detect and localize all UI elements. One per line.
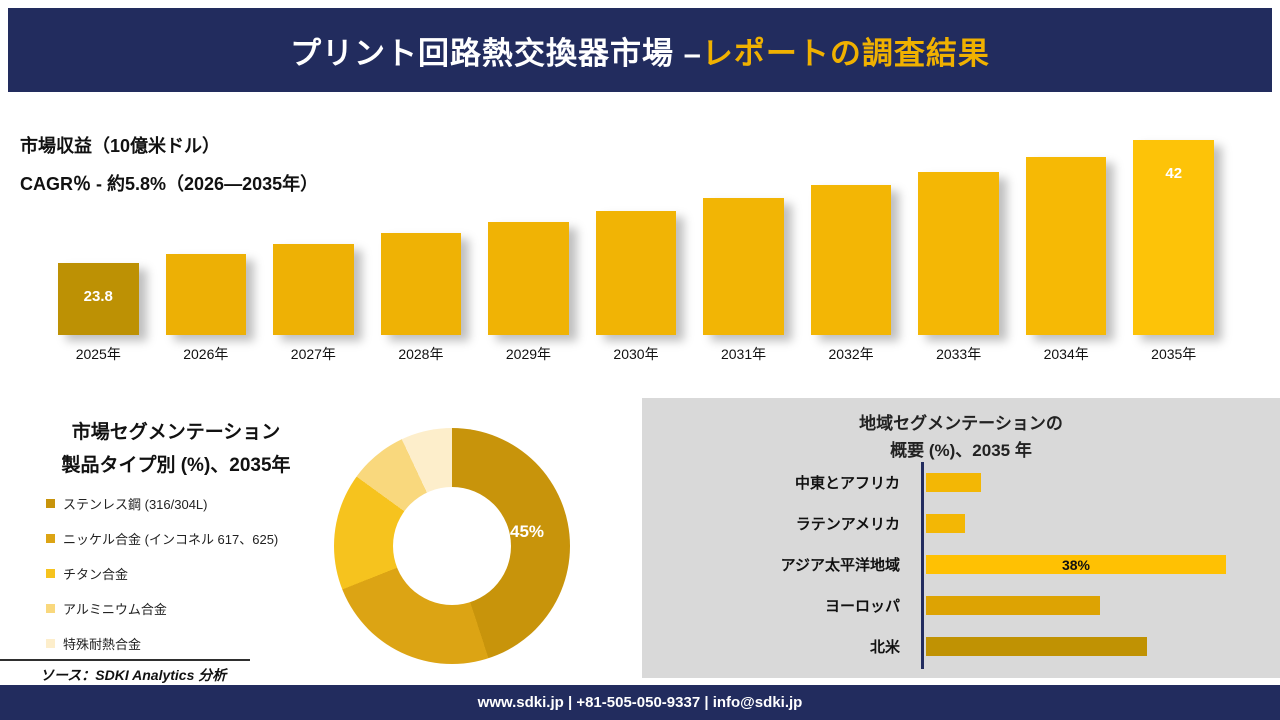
legend-swatch (46, 569, 55, 578)
revenue-year-label: 2030年 (613, 346, 659, 362)
regional-bar-value: 38% (1061, 556, 1091, 573)
revenue-year-label: 2033年 (936, 346, 982, 362)
donut-chart: 45% (334, 428, 570, 664)
revenue-bar (273, 244, 354, 335)
source-note: ソース：SDKI Analytics 分析 (0, 659, 250, 685)
revenue-year-label: 2031年 (720, 346, 767, 362)
legend-swatch (46, 604, 55, 613)
legend-label: アルミニウム合金 (63, 602, 167, 617)
revenue-bar (810, 185, 892, 335)
revenue-bar (595, 211, 677, 335)
segmentation-title: 市場セグメンテーション 製品タイプ別 (%)、2035年 (22, 416, 330, 483)
regional-bar-row: ラテンアメリカ (642, 503, 1264, 544)
revenue-bar (1025, 157, 1107, 335)
legend-label: チタン合金 (63, 567, 129, 582)
regional-bar-row: 北米 (642, 626, 1264, 667)
legend-label: ステンレス鋼 (316/304L) (63, 497, 208, 512)
revenue-bar (703, 198, 784, 335)
revenue-bar-group: 2026年 (165, 254, 247, 364)
regional-category-label: 中東とアフリカ (794, 475, 900, 492)
revenue-bar-value: 23.8 (83, 288, 113, 305)
legend-item: ニッケル合金 (インコネル 617、625) (46, 529, 278, 548)
title-accent: レポートの調査結果 (701, 35, 990, 71)
legend-item: 特殊耐熱合金 (46, 634, 278, 653)
revenue-bar-group: 2027年 (273, 244, 354, 364)
regional-category-label: アジア太平洋地域 (780, 557, 900, 574)
header-banner: プリント回路熱交換器市場 –レポートの調査結果 (8, 8, 1272, 92)
revenue-bar (488, 222, 569, 335)
revenue-year-label: 2027年 (290, 346, 336, 362)
revenue-year-label: 2028年 (398, 346, 444, 362)
page-title: プリント回路熱交換器市場 –レポートの調査結果 (290, 28, 990, 73)
revenue-bar: 42 (1133, 140, 1215, 335)
donut-hole (393, 487, 511, 605)
revenue-metric-label: 市場収益（10億米ドル） (20, 136, 221, 156)
regional-category-label: 北米 (869, 639, 900, 656)
legend-item: チタン合金 (46, 564, 278, 583)
revenue-bar-group: 2033年 (918, 172, 999, 364)
regional-category-label: ヨーロッパ (824, 598, 900, 615)
revenue-year-label: 2026年 (183, 346, 229, 362)
revenue-bar (165, 254, 247, 335)
regional-segmentation-panel: 地域セグメンテーションの 概要 (%)、2035 年 中東とアフリカ ラテンアメリ… (642, 398, 1280, 678)
footer-banner: www.sdki.jp | +81-505-050-9337 | info@sd… (0, 685, 1280, 720)
revenue-year-label: 2034年 (1043, 346, 1089, 362)
revenue-bar-group: 2028年 (380, 233, 462, 364)
revenue-bar-value: 42 (1165, 165, 1183, 182)
regional-bar (926, 514, 965, 533)
regional-bar: 38% (926, 555, 1226, 574)
revenue-bar: 23.8 (58, 263, 139, 335)
regional-bar-row: 中東とアフリカ (642, 462, 1264, 503)
regional-title: 地域セグメンテーションの 概要 (%)、2035 年 (642, 410, 1280, 464)
revenue-cagr-label: CAGR％ - 約5.8%（2026―2035年） (20, 174, 319, 194)
revenue-bar-group: 2029年 (488, 222, 569, 364)
title-main: プリント回路熱交換器市場 – (290, 35, 702, 71)
regional-bars: 中東とアフリカ ラテンアメリカアジア太平洋地域 38% ヨーロッパ北米 (642, 462, 1264, 667)
segmentation-title-line1: 市場セグメンテーション (71, 422, 281, 443)
regional-bar (926, 473, 981, 492)
legend-label: ニッケル合金 (インコネル 617、625) (63, 532, 279, 547)
revenue-bar-group: 23.8 2025年 (58, 263, 139, 364)
revenue-year-label: 2032年 (828, 346, 874, 362)
regional-bar-row: アジア太平洋地域 38% (642, 544, 1264, 585)
legend-item: アルミニウム合金 (46, 599, 278, 618)
revenue-bar (380, 233, 462, 335)
legend-label: 特殊耐熱合金 (63, 637, 142, 652)
revenue-bars: 23.8 2025年 2026年 2027年 2028年 2029年 2030年 2031年 2… (58, 130, 1215, 364)
regional-bar (926, 596, 1100, 615)
segmentation-legend: ステンレス鋼 (316/304L) ニッケル合金 (インコネル 617、625) チ… (46, 494, 278, 669)
product-segmentation-panel: 市場セグメンテーション 製品タイプ別 (%)、2035年 ステンレス鋼 (316… (0, 398, 642, 678)
revenue-year-label: 2029年 (505, 346, 552, 362)
revenue-bar-group: 2034年 (1025, 157, 1107, 364)
regional-title-line2: 概要 (%)、2035 年 (890, 441, 1032, 461)
legend-swatch (46, 534, 55, 543)
regional-title-line1: 地域セグメンテーションの (859, 414, 1063, 433)
regional-bar (926, 637, 1147, 656)
revenue-year-label: 2035年 (1151, 346, 1197, 362)
footer-contact: www.sdki.jp | +81-505-050-9337 | info@sd… (477, 694, 803, 711)
legend-item: ステンレス鋼 (316/304L) (46, 494, 278, 513)
revenue-chart-section: 市場収益（10億米ドル） CAGR％ - 約5.8%（2026―2035年） 2… (0, 100, 1280, 392)
revenue-bar-group: 2030年 (595, 211, 677, 364)
legend-swatch (46, 639, 55, 648)
segmentation-title-line2: 製品タイプ別 (%)、2035年 (61, 455, 291, 477)
revenue-year-label: 2025年 (75, 346, 121, 362)
revenue-bar-group: 2032年 (810, 185, 892, 364)
revenue-bar (918, 172, 999, 335)
revenue-bar-group: 2031年 (703, 198, 784, 364)
legend-swatch (46, 499, 55, 508)
donut-value-label: 45% (510, 522, 545, 541)
regional-category-label: ラテンアメリカ (795, 516, 900, 533)
regional-axis-line (921, 462, 924, 669)
revenue-bar-group: 42 2035年 (1133, 140, 1215, 364)
regional-bar-row: ヨーロッパ (642, 585, 1264, 626)
